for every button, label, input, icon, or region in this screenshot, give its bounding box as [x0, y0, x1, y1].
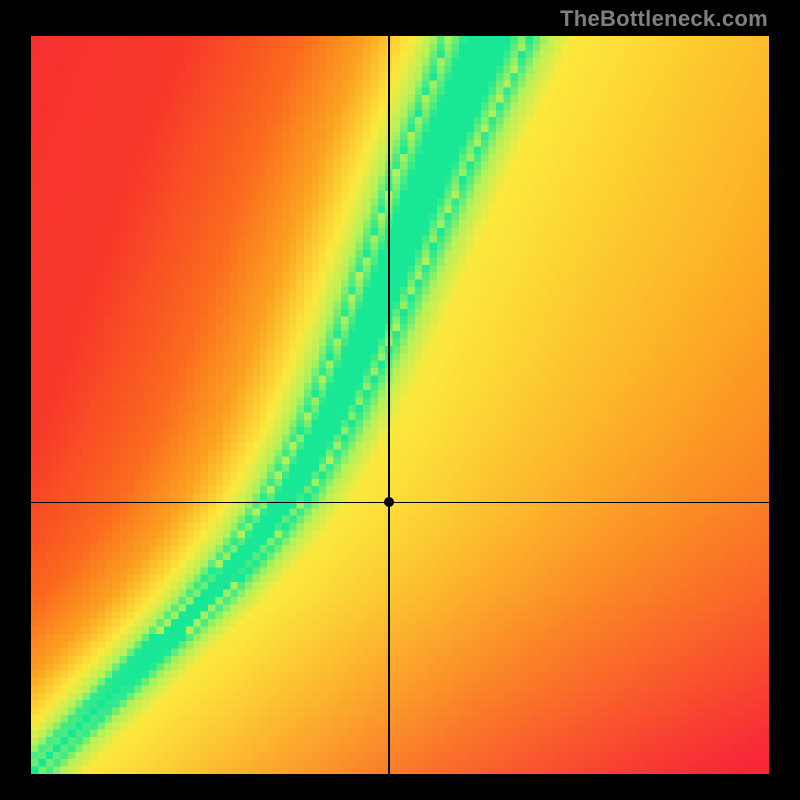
watermark-text: TheBottleneck.com [560, 6, 768, 32]
chart-container: TheBottleneck.com [0, 0, 800, 800]
heatmap-canvas [31, 36, 769, 774]
crosshair-horizontal [31, 502, 769, 504]
crosshair-vertical [388, 36, 390, 774]
